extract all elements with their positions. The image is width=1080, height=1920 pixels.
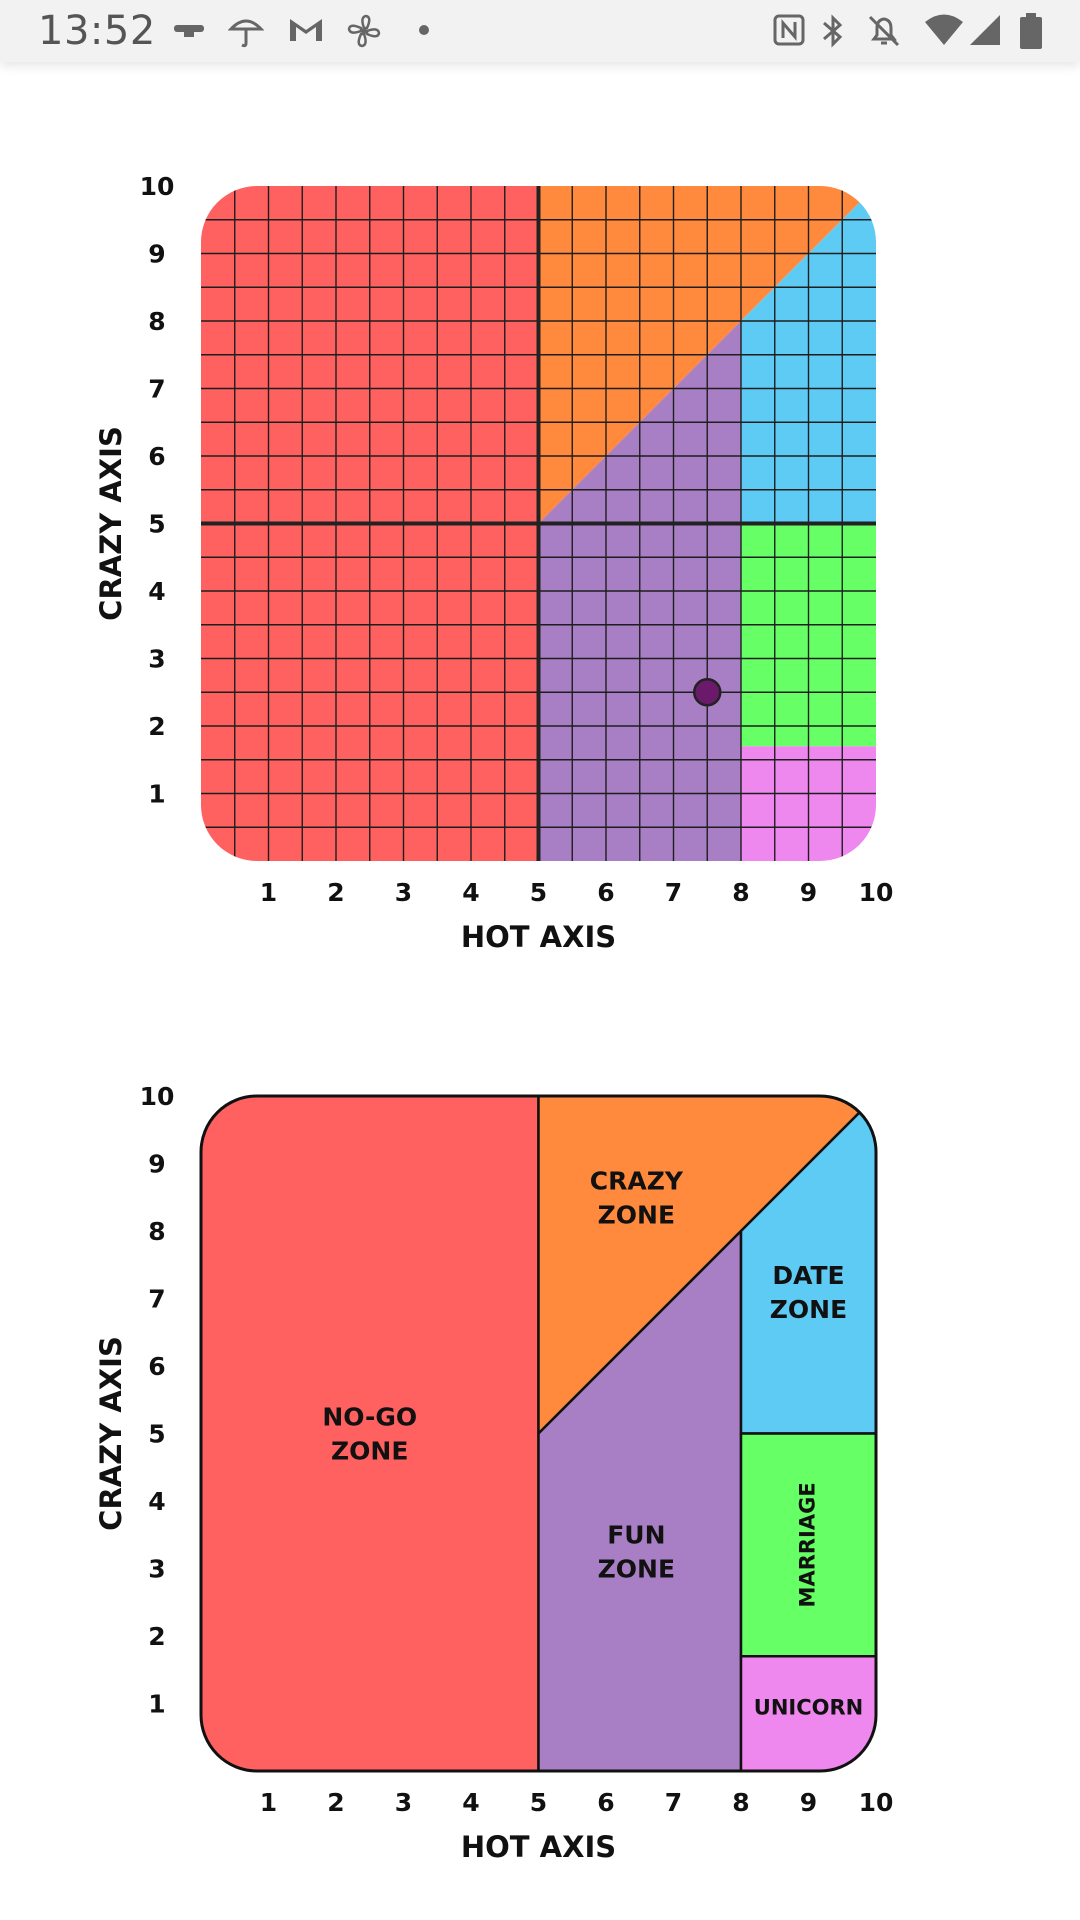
y-tick-label: 10 xyxy=(140,1082,175,1111)
y-tick-label: 2 xyxy=(148,1622,165,1651)
x-tick-label: 3 xyxy=(395,1788,412,1817)
zone-label-date: ZONE xyxy=(770,1295,847,1324)
plot-area xyxy=(201,186,876,861)
x-tick-label: 2 xyxy=(327,1788,344,1817)
x-tick-label: 8 xyxy=(732,1788,749,1817)
y-tick-label: 6 xyxy=(148,442,165,471)
y-axis-title: CRAZY AXIS xyxy=(95,1336,128,1531)
zone-label-date: DATE xyxy=(772,1261,844,1290)
bell-off-icon xyxy=(868,15,900,47)
x-tick-label: 1 xyxy=(260,1788,277,1817)
status-bar: 13:52 xyxy=(0,0,1080,62)
y-tick-label: 4 xyxy=(148,1487,165,1516)
x-tick-label: 7 xyxy=(665,1788,682,1817)
status-time: 13:52 xyxy=(38,8,156,54)
zone-unicorn xyxy=(739,1655,876,1771)
x-tick-label: 10 xyxy=(859,1788,894,1817)
zone-label-fun: FUN xyxy=(607,1521,665,1550)
fan-icon xyxy=(347,14,381,48)
plot-border xyxy=(199,1094,878,1773)
y-tick-label: 5 xyxy=(148,510,165,539)
gmail-icon xyxy=(290,19,322,41)
x-tick-label: 3 xyxy=(395,878,412,907)
x-tick-label: 9 xyxy=(800,1788,817,1817)
y-tick-label: 9 xyxy=(148,1150,165,1179)
hot-crazy-zones-chart: 1 2 3 4 5 6 7 8 9 10 1 2 3 4 5 6 7 8 9 10 HOT AXIS CRAZY AXIS… xyxy=(95,1082,894,1864)
x-tick-label: 10 xyxy=(859,878,894,907)
nfc-icon xyxy=(773,14,805,46)
x-tick-label: 6 xyxy=(597,878,614,907)
y-tick-label: 7 xyxy=(148,375,165,404)
x-axis-title: HOT AXIS xyxy=(461,1830,616,1864)
bluetooth-icon xyxy=(823,14,843,48)
y-tick-label: 3 xyxy=(148,1555,165,1584)
zone-label-marriage: MARRIAGE xyxy=(796,1482,820,1607)
x-tick-label: 1 xyxy=(260,878,277,907)
x-tick-label: 8 xyxy=(732,878,749,907)
x-tick-label: 4 xyxy=(462,1788,479,1817)
zone-label-no-go: ZONE xyxy=(331,1437,408,1466)
y-tick-label: 3 xyxy=(148,645,165,674)
y-tick-label: 5 xyxy=(148,1420,165,1449)
wifi-icon xyxy=(925,14,963,45)
x-tick-label: 5 xyxy=(530,1788,547,1817)
zone-label-crazy: ZONE xyxy=(598,1200,675,1229)
x-tick-label: 9 xyxy=(800,878,817,907)
y-tick-label: 10 xyxy=(140,172,175,201)
x-tick-label: 6 xyxy=(597,1788,614,1817)
zone-no-go xyxy=(201,1096,540,1771)
y-tick-label: 6 xyxy=(148,1352,165,1381)
zone-label-unicorn: UNICORN xyxy=(754,1695,863,1719)
y-axis-title: CRAZY AXIS xyxy=(95,426,128,621)
data-point xyxy=(693,678,722,707)
y-tick-label: 2 xyxy=(148,712,165,741)
x-tick-label: 7 xyxy=(665,878,682,907)
hot-crazy-grid-chart: 1 2 3 4 5 6 7 8 9 10 1 2 3 4 5 6 7 8 9 10 HOT AXIS CRAZY AXIS xyxy=(95,172,894,954)
x-tick-label: 5 xyxy=(530,878,547,907)
umbrella-icon xyxy=(228,19,264,48)
signal-icon xyxy=(970,15,1000,45)
x-tick-label: 4 xyxy=(462,878,479,907)
y-tick-label: 4 xyxy=(148,577,165,606)
dot-icon xyxy=(419,25,429,35)
x-tick-label: 2 xyxy=(327,878,344,907)
battery-icon xyxy=(1020,13,1042,49)
y-tick-label: 1 xyxy=(148,780,165,809)
y-tick-label: 1 xyxy=(148,1690,165,1719)
y-tick-label: 9 xyxy=(148,240,165,269)
plot-area xyxy=(201,1096,876,1771)
zone-label-no-go: NO-GO xyxy=(322,1403,417,1432)
zone-label-crazy: CRAZY xyxy=(590,1166,684,1195)
y-tick-label: 8 xyxy=(148,1217,165,1246)
ethernet-icon xyxy=(174,25,204,37)
zone-label-fun: ZONE xyxy=(598,1555,675,1584)
y-tick-label: 7 xyxy=(148,1285,165,1314)
x-axis-title: HOT AXIS xyxy=(461,920,616,954)
y-tick-label: 8 xyxy=(148,307,165,336)
